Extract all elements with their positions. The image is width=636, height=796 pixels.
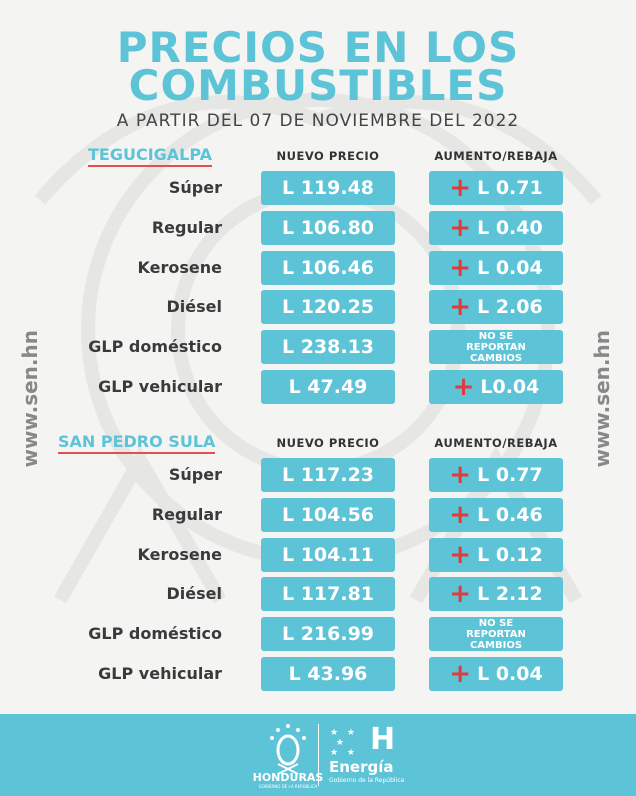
change-box: + L 0.71 xyxy=(429,171,563,205)
price-value: L 104.11 xyxy=(281,543,375,566)
column-header-price: NUEVO PRECIO xyxy=(276,149,380,163)
no-change-text: NO SE REPORTAN CAMBIOS xyxy=(466,330,526,364)
column-header-price: NUEVO PRECIO xyxy=(276,436,380,450)
price-value: L 216.99 xyxy=(281,623,375,646)
fuel-label: Diésel xyxy=(166,297,222,317)
change-box: + L 0.12 xyxy=(429,537,563,572)
price-value: L 117.23 xyxy=(281,464,375,486)
change-value: L 0.46 xyxy=(477,503,543,526)
change-box: + L 2.12 xyxy=(429,577,563,612)
city-heading: SAN PEDRO SULA xyxy=(58,432,216,454)
change-box: + L 0.46 xyxy=(429,497,563,532)
price-box: L 238.13 xyxy=(261,330,395,365)
price-value: L 238.13 xyxy=(281,336,375,359)
no-change-text: NO SE REPORTAN CAMBIOS xyxy=(466,617,526,651)
change-box: + L 2.06 xyxy=(429,290,563,325)
plus-icon: + xyxy=(449,252,472,283)
change-box: + L0.04 xyxy=(429,370,563,404)
change-box: + L 0.04 xyxy=(429,250,563,285)
plus-icon: + xyxy=(449,579,472,610)
side-url-left: www.sen.hn xyxy=(18,330,42,468)
price-box: L 47.49 xyxy=(261,370,395,404)
change-value: L 0.77 xyxy=(477,464,543,486)
fuel-label: Súper xyxy=(168,178,222,197)
divider xyxy=(318,724,319,786)
plus-icon: + xyxy=(449,499,472,530)
stars-icon: ★ ★ ★ ★ ★ xyxy=(330,728,358,758)
honduras-logo-text: HONDURAS xyxy=(252,771,324,784)
price-value: L 47.49 xyxy=(288,376,368,398)
side-url-right: www.sen.hn xyxy=(590,330,614,468)
change-value: L 2.12 xyxy=(477,583,543,606)
title-line-1: PRECIOS EN LOS xyxy=(116,23,520,72)
change-value: L 2.06 xyxy=(477,296,543,319)
energia-logo-text: Energía xyxy=(329,758,394,776)
change-value: L 0.40 xyxy=(477,216,543,239)
change-value: L 0.04 xyxy=(477,663,543,685)
price-value: L 104.56 xyxy=(281,503,375,526)
fuel-label: Súper xyxy=(168,465,222,484)
fuel-label: GLP vehicular xyxy=(98,664,222,683)
fuel-label: Regular xyxy=(151,217,222,237)
honduras-logo-sub: GOBIERNO DE LA REPÚBLICA xyxy=(258,784,318,789)
price-box: L 120.25 xyxy=(261,290,395,325)
fuel-label: Kerosene xyxy=(137,257,222,277)
plus-icon: + xyxy=(449,173,472,203)
price-box: L 119.48 xyxy=(261,171,395,205)
plus-icon: + xyxy=(449,539,472,570)
price-box: L 104.56 xyxy=(261,497,395,532)
plus-icon: + xyxy=(449,460,472,490)
change-value: L 0.12 xyxy=(477,543,543,566)
price-box: L 106.46 xyxy=(261,250,395,285)
price-box: L 43.96 xyxy=(261,657,395,691)
fuel-label: GLP doméstico xyxy=(88,624,222,644)
price-value: L 106.80 xyxy=(281,216,375,239)
fuel-label: Diésel xyxy=(166,584,222,604)
column-header-change: AUMENTO/REBAJA xyxy=(434,149,558,163)
plus-icon: + xyxy=(449,659,472,689)
change-box: + L 0.40 xyxy=(429,210,563,245)
change-value: L 0.71 xyxy=(477,177,543,199)
price-box: L 104.11 xyxy=(261,537,395,572)
price-box: L 216.99 xyxy=(261,617,395,652)
city-heading: TEGUCIGALPA xyxy=(88,145,213,167)
change-value: L 0.04 xyxy=(477,256,543,279)
price-value: L 106.46 xyxy=(281,256,375,279)
column-header-change: AUMENTO/REBAJA xyxy=(434,436,558,450)
change-box: + L 0.77 xyxy=(429,458,563,492)
change-value: L0.04 xyxy=(480,376,540,398)
price-box: L 117.23 xyxy=(261,458,395,492)
fuel-label: GLP doméstico xyxy=(88,337,222,357)
fuel-label: Kerosene xyxy=(137,544,222,564)
plus-icon: + xyxy=(449,292,472,323)
plus-icon: + xyxy=(452,372,475,402)
fuel-label: Regular xyxy=(151,504,222,524)
plus-icon: + xyxy=(449,212,472,243)
price-box: L 106.80 xyxy=(261,210,395,245)
price-value: L 117.81 xyxy=(281,583,375,606)
footer: HONDURAS GOBIERNO DE LA REPÚBLICA ★ ★ ★ ★… xyxy=(0,714,636,796)
change-box: + L 0.04 xyxy=(429,657,563,691)
change-box: NO SE REPORTAN CAMBIOS xyxy=(429,617,563,652)
price-value: L 119.48 xyxy=(281,177,375,199)
price-value: L 43.96 xyxy=(288,663,368,685)
title-line-2: COMBUSTIBLES xyxy=(128,61,508,110)
honduras-emblem-icon xyxy=(270,724,306,775)
energia-logo-sub: Gobierno de la República xyxy=(329,777,405,784)
change-box: NO SE REPORTAN CAMBIOS xyxy=(429,330,563,365)
subtitle-date: A PARTIR DEL 07 DE NOVIEMBRE DEL 2022 xyxy=(116,111,520,131)
price-box: L 117.81 xyxy=(261,577,395,612)
h-logo-icon: H xyxy=(370,722,396,757)
fuel-label: GLP vehicular xyxy=(98,377,222,396)
price-value: L 120.25 xyxy=(281,296,375,319)
